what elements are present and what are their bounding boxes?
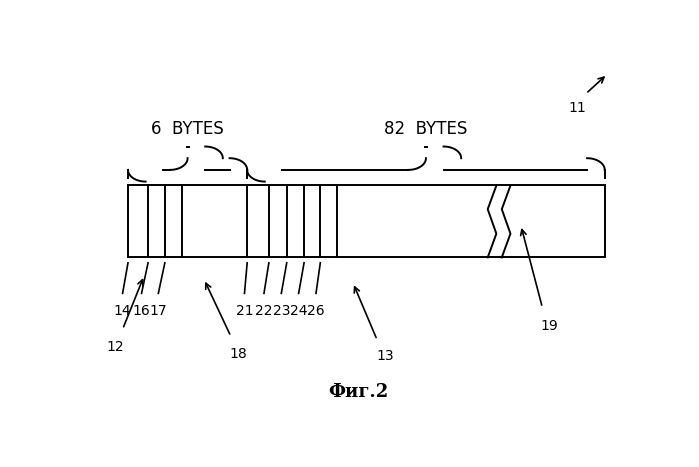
Text: 26: 26 xyxy=(307,304,325,318)
Text: Фиг.2: Фиг.2 xyxy=(328,383,389,401)
Bar xyxy=(128,185,605,257)
Text: 19: 19 xyxy=(540,318,559,333)
Text: 17: 17 xyxy=(150,304,167,318)
Text: 82  BYTES: 82 BYTES xyxy=(384,120,468,137)
Text: 12: 12 xyxy=(107,340,124,354)
Text: 16: 16 xyxy=(133,304,150,318)
Text: 24: 24 xyxy=(290,304,308,318)
Text: 14: 14 xyxy=(114,304,131,318)
Text: 22: 22 xyxy=(255,304,273,318)
Text: 21: 21 xyxy=(236,304,253,318)
Text: 6  BYTES: 6 BYTES xyxy=(151,120,224,137)
Text: 13: 13 xyxy=(377,349,394,363)
Text: 11: 11 xyxy=(569,101,586,115)
Text: 18: 18 xyxy=(229,347,247,361)
Text: 23: 23 xyxy=(273,304,290,318)
